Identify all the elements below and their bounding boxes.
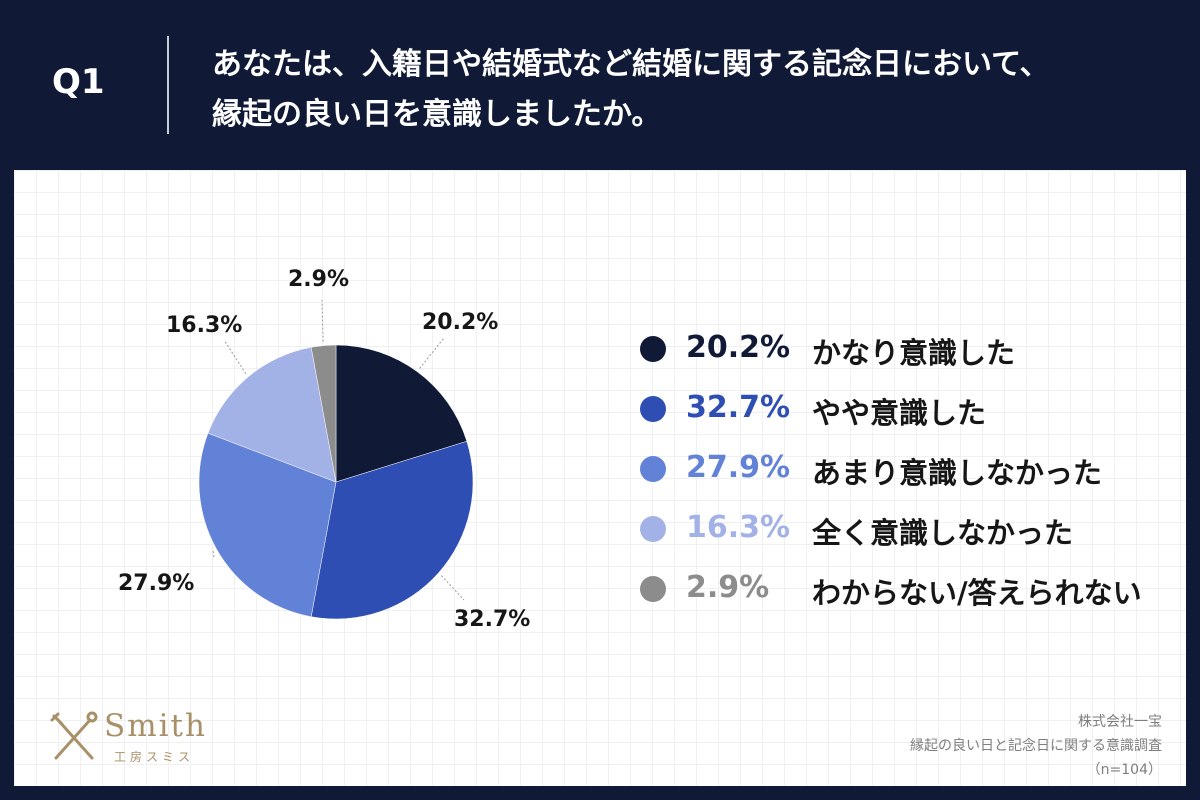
header-divider bbox=[167, 36, 169, 134]
pie-slice-4 bbox=[207, 346, 337, 483]
legend-item-3: 27.9% あまり意識しなかった bbox=[626, 448, 1186, 490]
leader-line-1 bbox=[419, 337, 445, 369]
legend-label-2: やや意識した bbox=[812, 396, 987, 430]
legend-dot-2 bbox=[640, 396, 666, 422]
legend-dot-3 bbox=[640, 456, 666, 482]
legend-label-5: わからない/答えられない bbox=[812, 576, 1142, 610]
legend-item-5: 2.9% わからない/答えられない bbox=[626, 568, 1186, 610]
chart-panel: 20.2% 32.7% 27.9% 16.3% 2.9% 20.2% かなり意識した 3… bbox=[14, 170, 1186, 786]
brand-logo: Smith 工房スミス bbox=[48, 708, 238, 768]
legend-label-4: 全く意識しなかった bbox=[812, 516, 1074, 550]
pie-slice-5 bbox=[310, 344, 337, 483]
pie-slice-3 bbox=[198, 432, 337, 618]
legend-item-1: 20.2% かなり意識した bbox=[626, 328, 1186, 370]
source-company: 株式会社一宝 bbox=[1078, 714, 1162, 730]
legend-item-2: 32.7% やや意識した bbox=[626, 388, 1186, 430]
question-line-1: あなたは、入籍日や結婚式など結婚に関する記念日において、 bbox=[212, 47, 1050, 82]
legend-value-4: 16.3% bbox=[686, 510, 791, 545]
legend-label-1: かなり意識した bbox=[812, 336, 1016, 370]
source-sample: （n=104） bbox=[1086, 762, 1162, 778]
legend-dot-5 bbox=[640, 576, 666, 602]
question-line-2: 縁起の良い日を意識しましたか。 bbox=[212, 97, 662, 132]
pie-label-3: 27.9% bbox=[118, 571, 194, 596]
legend-item-4: 16.3% 全く意識しなかった bbox=[626, 508, 1186, 550]
leader-line-5 bbox=[321, 299, 324, 342]
legend-value-1: 20.2% bbox=[686, 330, 791, 365]
leader-line-2 bbox=[441, 575, 465, 601]
leader-line-3 bbox=[212, 551, 215, 559]
logo-subtitle: 工房スミス bbox=[114, 750, 195, 764]
question-number: Q1 bbox=[52, 62, 105, 102]
logo-name: Smith bbox=[104, 708, 207, 744]
legend-value-3: 27.9% bbox=[686, 450, 791, 485]
question-header: Q1 あなたは、入籍日や結婚式など結婚に関する記念日において、 縁起の良い日を意… bbox=[0, 0, 1200, 170]
legend-dot-1 bbox=[640, 336, 666, 362]
pie-label-5: 2.9% bbox=[288, 267, 349, 292]
source-note: 株式会社一宝 縁起の良い日と記念日に関する意識調査 （n=104） bbox=[910, 710, 1162, 782]
source-survey: 縁起の良い日と記念日に関する意識調査 bbox=[910, 738, 1162, 754]
legend-value-2: 32.7% bbox=[686, 390, 791, 425]
legend-value-5: 2.9% bbox=[686, 570, 770, 605]
crossed-tools-icon bbox=[50, 711, 98, 760]
pie-chart: 20.2% 32.7% 27.9% 16.3% 2.9% bbox=[118, 267, 530, 632]
legend-dot-4 bbox=[640, 516, 666, 542]
pie-label-1: 20.2% bbox=[422, 310, 498, 335]
pie-label-2: 32.7% bbox=[454, 607, 530, 632]
pie-slice-2 bbox=[310, 440, 474, 620]
pie-label-4: 16.3% bbox=[166, 313, 242, 338]
question-text: あなたは、入籍日や結婚式など結婚に関する記念日において、 縁起の良い日を意識しま… bbox=[212, 40, 1172, 140]
leader-line-4 bbox=[223, 339, 247, 374]
legend-label-3: あまり意識しなかった bbox=[812, 456, 1103, 490]
pie-slice-1 bbox=[335, 344, 468, 483]
